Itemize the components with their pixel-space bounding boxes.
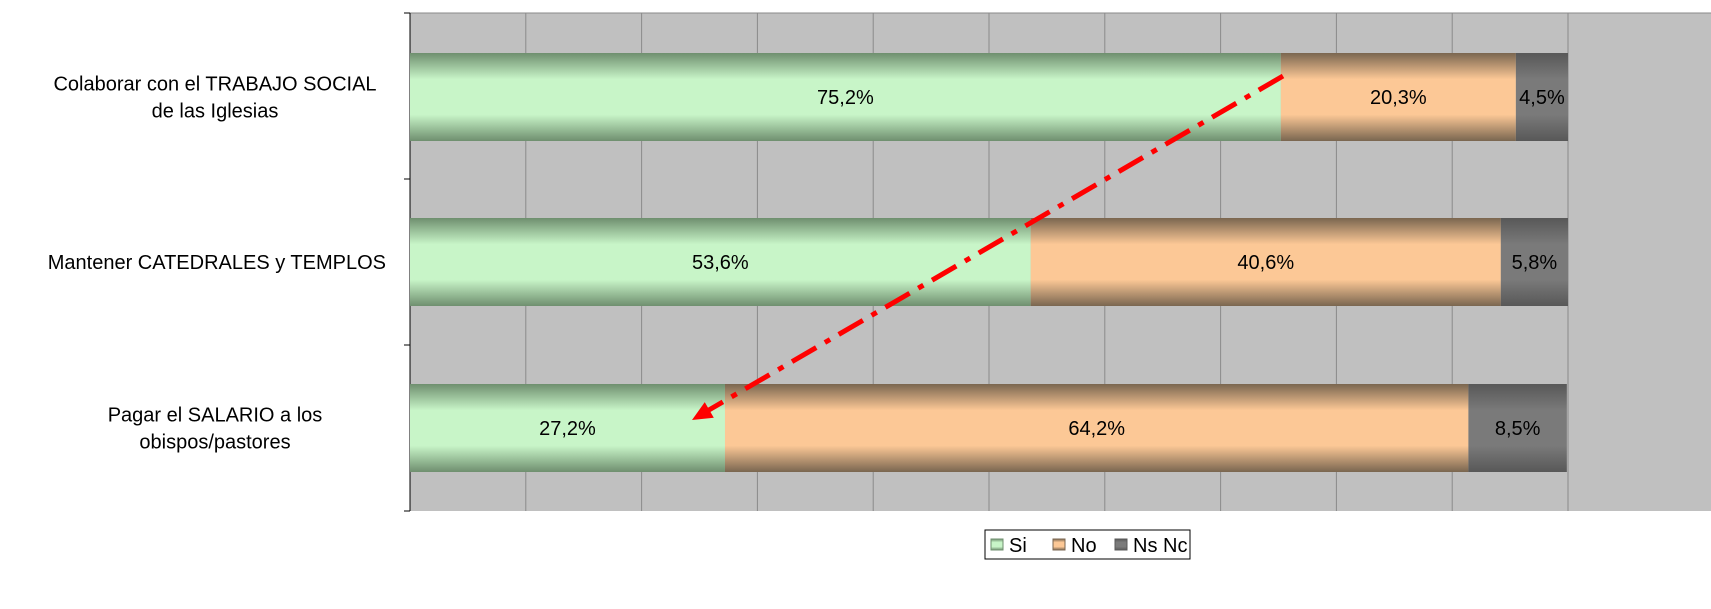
bar-no	[1030, 218, 1501, 306]
legend-box	[984, 529, 1191, 560]
trend-arrow	[692, 73, 1285, 420]
data-label: 27,2%	[539, 418, 596, 440]
trend-arrow-line	[700, 73, 1285, 417]
bar-no	[724, 384, 1469, 472]
bar-ns-nc	[1515, 53, 1568, 141]
legend-entry: Si	[1009, 535, 1027, 557]
bar-si	[410, 218, 1031, 306]
legend-entry: Ns Nc	[1133, 535, 1187, 557]
y-axis-ticks	[404, 12, 410, 512]
bar-no	[1280, 53, 1516, 141]
category-label: obispos/pastores	[139, 432, 290, 454]
trend-arrow-head	[692, 402, 714, 420]
data-label: 20,3%	[1370, 87, 1427, 109]
data-label: 53,6%	[692, 252, 749, 274]
legend-swatch	[1114, 538, 1128, 551]
category-label: Colaborar con el TRABAJO SOCIAL	[53, 74, 376, 96]
data-label: 8,5%	[1495, 418, 1541, 440]
category-labels: Colaborar con el TRABAJO SOCIAL de las Ig…	[48, 74, 386, 454]
data-label: 4,5%	[1519, 87, 1565, 109]
legend-swatch	[1052, 538, 1066, 551]
data-label: 75,2%	[817, 87, 874, 109]
bar-ns-nc	[1468, 384, 1567, 472]
data-label: 40,6%	[1237, 252, 1294, 274]
legend-swatch	[990, 538, 1004, 551]
data-label: 5,8%	[1512, 252, 1558, 274]
bar-si	[410, 384, 725, 472]
legend: Si No Ns Nc	[984, 529, 1191, 560]
bar-si	[410, 53, 1281, 141]
data-label: 64,2%	[1068, 418, 1125, 440]
bars: 75,2% 20,3% 4,5% 53,6% 40,6% 5,8% 27,2% 64,2% 8,…	[410, 53, 1568, 472]
category-label: de las Iglesias	[152, 101, 279, 123]
legend-entry: No	[1071, 535, 1097, 557]
bar-ns-nc	[1500, 218, 1568, 306]
category-label: Mantener CATEDRALES y TEMPLOS	[48, 252, 386, 274]
category-label: Pagar el SALARIO a los	[108, 405, 323, 427]
